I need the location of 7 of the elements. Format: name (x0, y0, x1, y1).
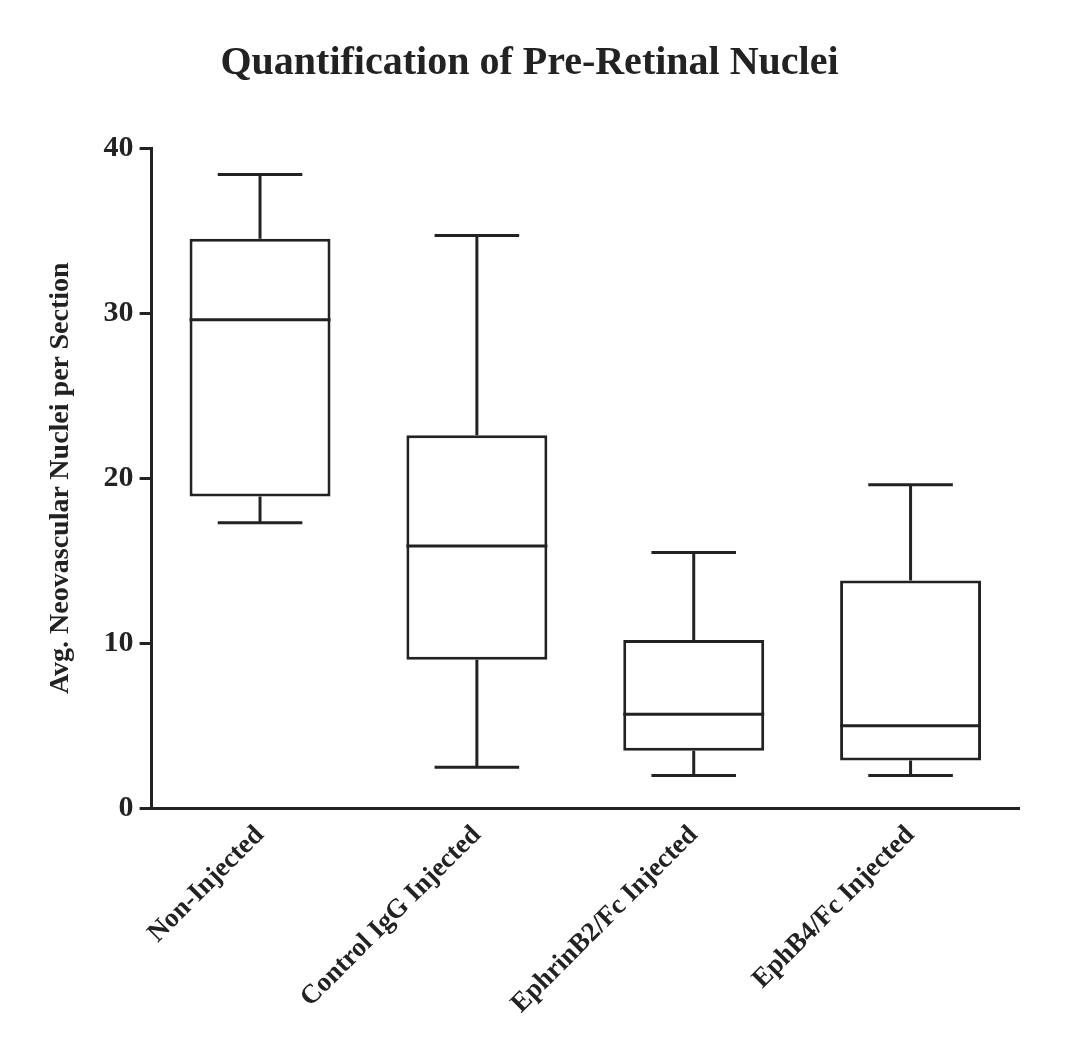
y-axis-title: Avg. Neovascular Nuclei per Section (43, 261, 75, 695)
y-tick-label: 40 (103, 128, 134, 162)
chart-title: Quantification of Pre-Retinal Nuclei (220, 38, 839, 84)
y-tick-label: 20 (103, 458, 134, 492)
y-tick-label: 10 (103, 624, 134, 658)
y-tick-label: 0 (118, 789, 134, 823)
y-tick-label: 30 (103, 293, 134, 327)
